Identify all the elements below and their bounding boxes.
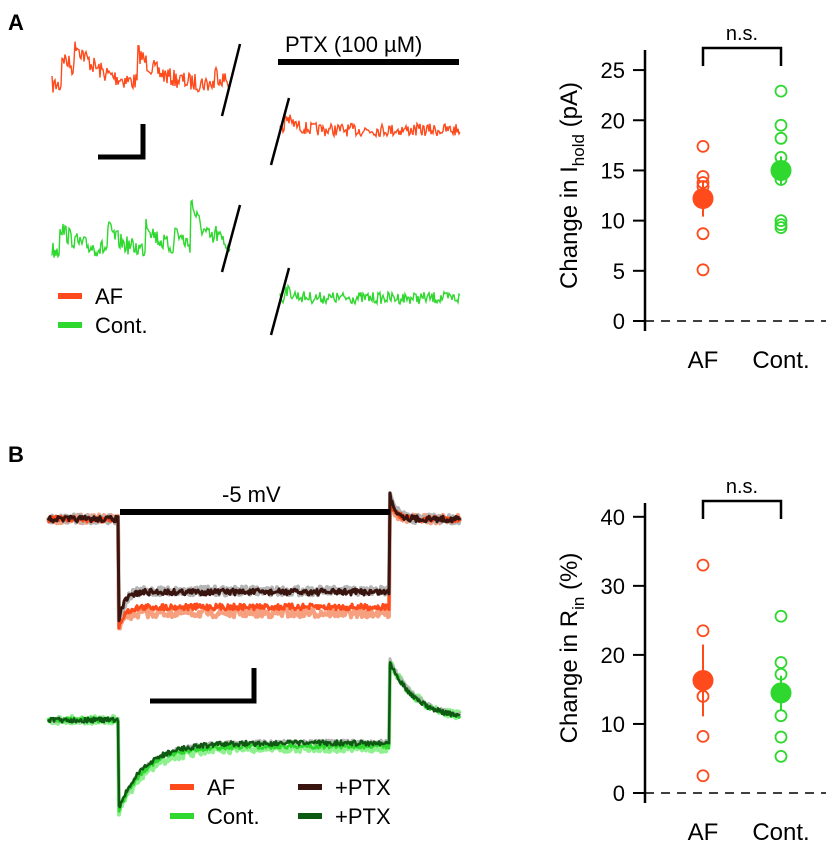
x-category-label: AF <box>688 347 719 374</box>
panel-b-traces <box>46 491 462 817</box>
trace-af-ptx <box>46 491 462 623</box>
data-point <box>774 118 788 132</box>
y-tick-label: 5 <box>613 259 625 284</box>
chart-hold-current: 0 5 10 15 20 25 Change in Ihold (pA) n.s. AF Cont… <box>556 23 826 374</box>
mean-marker <box>770 159 792 181</box>
panel-a-label: A <box>8 10 24 35</box>
scale-bar <box>98 124 146 160</box>
y-tick-label: 20 <box>601 643 625 668</box>
y-tick-label: 40 <box>601 505 625 530</box>
y-axis-label: Change in Rin (%) <box>556 553 588 744</box>
x-category-label: AF <box>688 819 719 846</box>
legend-label-cont: Cont. <box>207 804 260 829</box>
legend-label-af-ptx: +PTX <box>335 775 391 800</box>
data-point <box>774 221 788 235</box>
y-tick-label: 25 <box>601 58 625 83</box>
significance-label: n.s. <box>726 23 758 45</box>
y-tick-label: 30 <box>601 574 625 599</box>
y-axis-label-tail: (%) <box>556 553 583 597</box>
significance-label: n.s. <box>726 476 758 498</box>
data-point <box>696 624 710 638</box>
trace-af-baseline <box>51 41 231 93</box>
data-point <box>696 729 710 743</box>
break-mark <box>220 204 242 273</box>
data-point <box>696 139 710 153</box>
y-tick-label: 15 <box>601 158 625 183</box>
y-tick-label: 20 <box>601 108 625 133</box>
trace-af-ptx <box>279 114 461 139</box>
data-point <box>774 609 788 623</box>
y-tick-label: 10 <box>601 209 625 234</box>
panel-b-label: B <box>8 442 24 467</box>
y-tick-label: 10 <box>601 712 625 737</box>
data-point <box>774 730 788 744</box>
data-point <box>774 131 788 145</box>
data-point <box>696 769 710 783</box>
step-label: -5 mV <box>222 482 281 507</box>
trace-cont-ptx <box>279 283 461 307</box>
legend-label-af: AF <box>95 284 123 309</box>
mean-marker <box>692 188 714 210</box>
data-point <box>696 227 710 241</box>
x-category-label: Cont. <box>752 819 809 846</box>
data-point <box>774 750 788 763</box>
data-point <box>696 558 710 572</box>
y-axis-label-tail: (pA) <box>556 82 583 134</box>
mean-marker <box>692 669 714 691</box>
data-point <box>774 709 788 723</box>
trace-cont-ptx <box>46 661 461 809</box>
break-mark <box>269 267 291 336</box>
data-point <box>696 263 710 277</box>
y-tick-label: 0 <box>613 781 625 806</box>
y-tick-label: 0 <box>613 309 625 334</box>
y-axis-label-sub: in <box>569 597 588 610</box>
data-point <box>774 656 788 669</box>
y-axis-label-main: Change in R <box>556 610 583 743</box>
panel-a-traces <box>51 41 461 307</box>
significance-bracket <box>701 499 783 519</box>
chart-input-resistance: 0 10 20 30 40 Change in Rin (%) n.s. AF Cont. <box>556 476 826 846</box>
trace-cont-baseline <box>51 198 231 259</box>
data-point <box>774 84 788 98</box>
break-mark <box>220 43 242 117</box>
legend-label-cont-ptx: +PTX <box>335 804 391 829</box>
y-axis-label-main: Change in I <box>556 166 583 289</box>
break-mark <box>269 97 291 166</box>
legend-label-af: AF <box>207 775 235 800</box>
mean-marker <box>770 682 792 704</box>
y-axis-label: Change in Ihold (pA) <box>556 82 588 289</box>
data-point <box>774 214 788 228</box>
significance-bracket <box>701 46 783 66</box>
legend-label-cont: Cont. <box>95 313 148 338</box>
y-axis-label-sub: hold <box>569 134 588 166</box>
scale-bar <box>150 668 257 704</box>
ptx-label: PTX (100 µM) <box>285 32 422 57</box>
x-category-label: Cont. <box>752 347 809 374</box>
